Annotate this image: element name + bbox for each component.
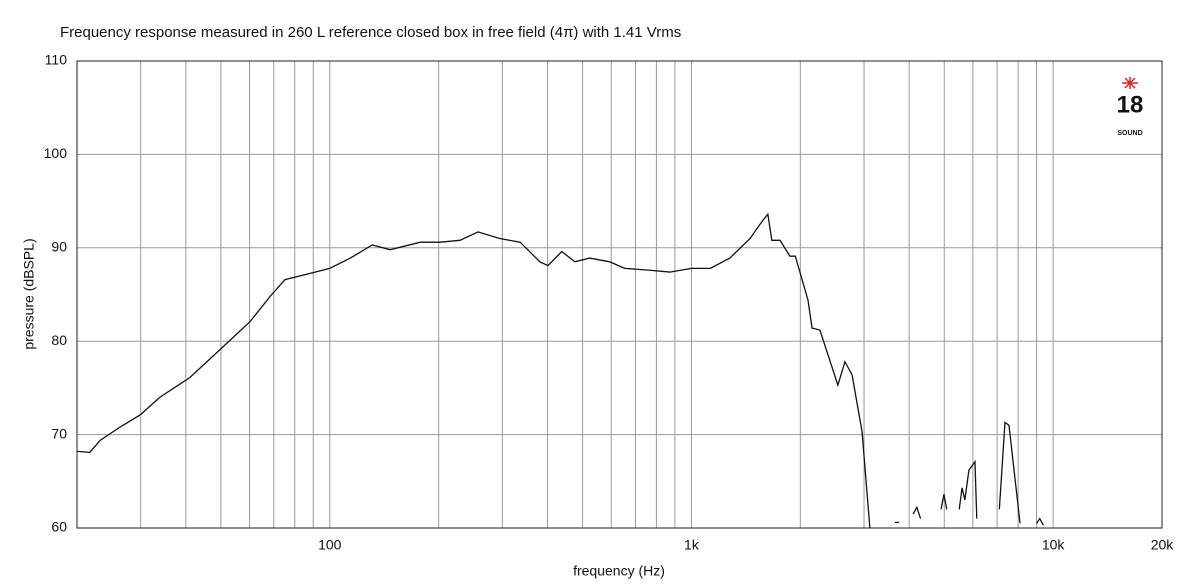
- y-tick-label: 110: [45, 52, 68, 68]
- y-axis-label: pressure (dBSPL): [21, 238, 37, 349]
- x-axis-label: frequency (Hz): [573, 563, 665, 579]
- x-tick-label: 10k: [1042, 537, 1066, 553]
- logo-number: 18: [1117, 91, 1144, 118]
- y-tick-label: 100: [44, 145, 68, 161]
- response-line: [76, 212, 1044, 529]
- y-tick-label: 60: [51, 519, 67, 535]
- x-tick-label: 100: [318, 537, 342, 553]
- logo-text: SOUND: [1117, 130, 1142, 137]
- plot-border: [76, 60, 1163, 529]
- x-tick-label: 1k: [684, 537, 700, 553]
- chart-title: Frequency response measured in 260 L ref…: [60, 24, 681, 41]
- logo-star: [1122, 77, 1138, 89]
- logo: 18 SOUND: [1117, 77, 1144, 137]
- x-tick-label: 20k: [1151, 537, 1175, 553]
- y-tick-label: 80: [51, 332, 67, 348]
- y-tick-label: 90: [51, 239, 67, 255]
- y-tick-label: 70: [51, 425, 67, 441]
